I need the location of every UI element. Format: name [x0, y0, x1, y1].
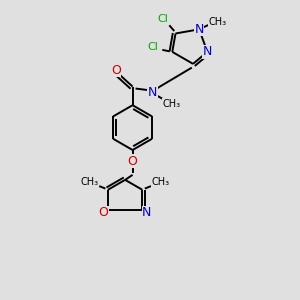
- Text: CH₃: CH₃: [80, 177, 98, 187]
- Text: N: N: [203, 45, 212, 58]
- Text: O: O: [128, 155, 137, 168]
- Text: O: O: [111, 64, 121, 77]
- Text: N: N: [194, 23, 204, 36]
- Text: N: N: [142, 206, 152, 219]
- Text: N: N: [148, 86, 157, 99]
- Text: CH₃: CH₃: [209, 17, 227, 27]
- Text: CH₃: CH₃: [163, 99, 181, 109]
- Text: CH₃: CH₃: [152, 177, 170, 187]
- Text: Cl: Cl: [158, 14, 169, 24]
- Text: O: O: [98, 206, 108, 219]
- Text: Cl: Cl: [147, 42, 158, 52]
